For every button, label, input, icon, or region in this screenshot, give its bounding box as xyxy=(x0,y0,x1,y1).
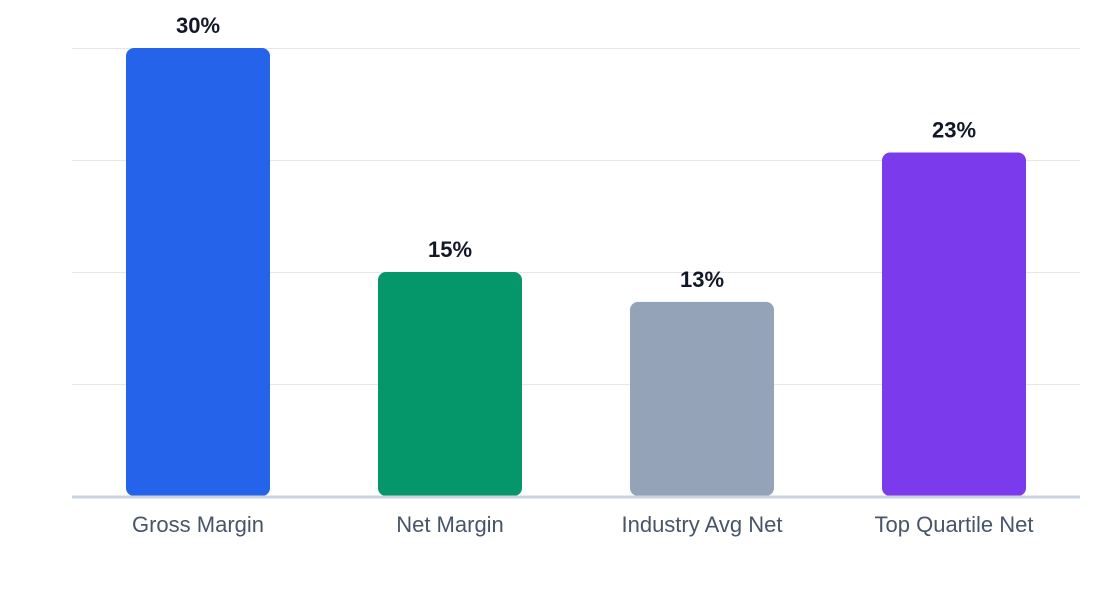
category-label: Top Quartile Net xyxy=(875,512,1034,537)
bar-industry-avg-net[interactable] xyxy=(630,301,774,496)
value-label: 13% xyxy=(680,267,724,292)
bar-top-quartile-net[interactable] xyxy=(882,152,1026,497)
category-label: Industry Avg Net xyxy=(621,512,782,537)
category-labels: Gross Margin Net Margin Industry Avg Net To… xyxy=(132,512,1034,537)
value-label: 23% xyxy=(932,118,976,143)
category-label: Gross Margin xyxy=(132,512,264,537)
value-label: 30% xyxy=(176,13,220,38)
value-label: 15% xyxy=(428,237,472,262)
bars xyxy=(126,48,1026,497)
category-label: Net Margin xyxy=(396,512,504,537)
bar-net-margin[interactable] xyxy=(378,272,522,496)
bar-gross-margin[interactable] xyxy=(126,48,270,496)
value-labels: 30% 15% 13% 23% xyxy=(176,13,976,292)
